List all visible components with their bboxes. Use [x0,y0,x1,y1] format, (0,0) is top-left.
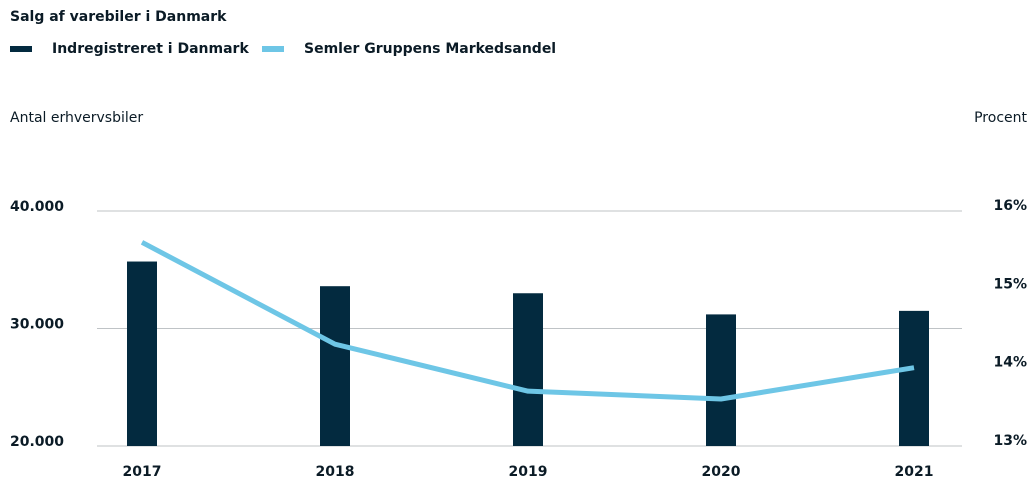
y-tick-label: 30.000 [10,317,64,333]
chart-title: Salg af varebiler i Danmark [10,9,227,25]
y2-tick-label: 16% [993,198,1027,214]
y-axis-label: Antal erhvervsbiler [10,110,143,126]
legend-label: Indregistreret i Danmark [52,41,249,57]
x-tick-label: 2017 [123,464,162,480]
x-tick-label: 2020 [702,464,741,480]
y2-tick-label: 14% [993,355,1027,371]
bar [706,314,736,446]
bar [899,310,929,446]
y-tick-label: 20.000 [10,434,64,450]
x-tick-label: 2019 [509,464,548,480]
y2-tick-label: 13% [993,433,1027,449]
y2-tick-label: 15% [993,276,1027,292]
x-tick-label: 2021 [895,464,934,480]
bar [513,293,543,446]
x-tick-label: 2018 [316,464,355,480]
bar [320,286,350,446]
legend-label: Semler Gruppens Markedsandel [304,41,556,57]
legend-swatch [262,46,284,52]
legend-swatch [10,46,32,52]
y-tick-label: 40.000 [10,199,64,215]
y2-axis-label: Procent [974,110,1027,126]
bar [127,261,157,446]
line [140,240,915,402]
